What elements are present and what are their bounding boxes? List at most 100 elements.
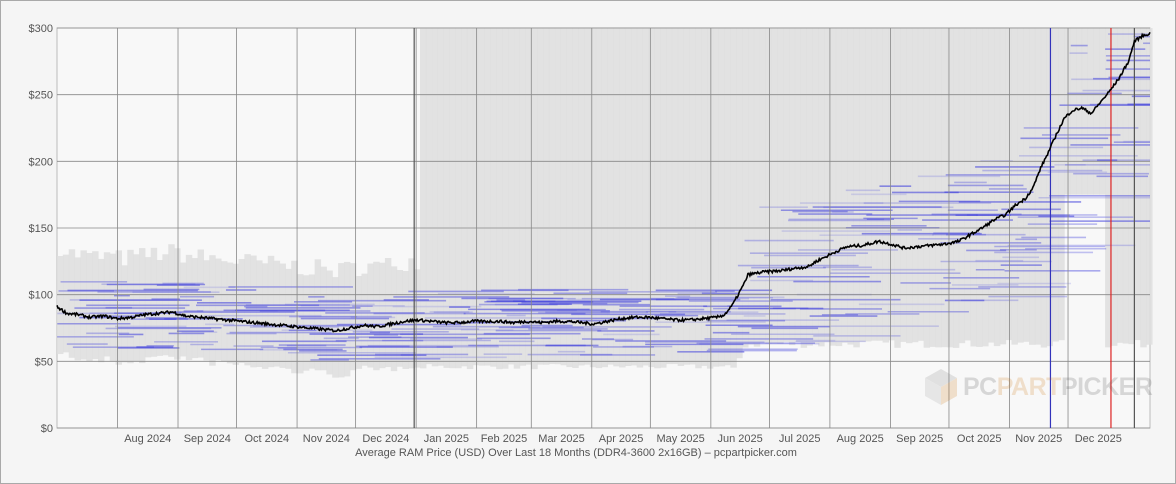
- price-range-strip: [993, 28, 1001, 347]
- price-range-strip: [402, 270, 409, 370]
- price-range-strip: [1023, 28, 1030, 342]
- price-range-strip: [1005, 28, 1013, 341]
- price-range-strip: [97, 258, 105, 363]
- price-range-strip: [859, 28, 866, 342]
- x-tick-label: Mar 2025: [538, 433, 584, 445]
- price-range-strip: [548, 28, 556, 365]
- cube-logo-icon: [925, 369, 957, 405]
- price-range-strip: [1040, 28, 1048, 348]
- x-tick-label: May 2025: [656, 433, 704, 445]
- watermark-brand: PCPARTPICKER: [963, 373, 1153, 402]
- price-range-strip: [583, 28, 591, 365]
- price-range-strip: [929, 28, 936, 347]
- y-tick-label: $50: [35, 356, 53, 368]
- price-range-strip: [525, 28, 532, 365]
- price-range-strip: [660, 28, 667, 368]
- price-range-strip: [390, 266, 398, 372]
- price-range-strip: [818, 28, 825, 347]
- price-range-strip: [947, 28, 954, 348]
- price-range-strip: [982, 28, 989, 347]
- price-range-strip: [847, 28, 854, 345]
- price-range-strip: [542, 28, 550, 365]
- price-range-strip: [935, 28, 942, 348]
- price-range-strip: [232, 263, 240, 365]
- price-range-strip: [496, 28, 503, 370]
- price-range-strip: [882, 28, 890, 343]
- price-range-strip: [788, 28, 796, 346]
- price-range-strip: [870, 28, 878, 341]
- price-range-strip: [127, 249, 134, 364]
- price-range-strip: [215, 258, 222, 361]
- price-range-strip: [771, 28, 778, 344]
- price-range-strip: [332, 277, 339, 378]
- price-range-strip: [443, 28, 450, 368]
- price-range-strip: [624, 28, 632, 367]
- price-range-strip: [74, 257, 82, 361]
- price-range-strip: [642, 28, 649, 366]
- price-range-strip: [578, 28, 585, 366]
- price-range-strip: [888, 28, 895, 341]
- price-range-strip: [1034, 28, 1042, 345]
- price-range-strip: [1017, 28, 1024, 343]
- price-range-strip: [191, 258, 199, 359]
- y-tick-label: $150: [29, 223, 53, 235]
- price-range-strip: [941, 28, 948, 348]
- price-range-strip: [706, 28, 714, 369]
- price-range-strip: [911, 28, 919, 343]
- price-range-strip: [425, 28, 433, 365]
- price-range-strip: [449, 28, 456, 369]
- brand-pc: PC: [963, 373, 997, 401]
- price-range-strip: [1134, 28, 1141, 341]
- price-range-strip: [57, 255, 64, 355]
- price-range-strip: [988, 28, 995, 343]
- y-tick-label: $250: [29, 90, 53, 102]
- price-range-strip: [665, 28, 673, 365]
- price-range-strip: [109, 253, 117, 361]
- price-range-strip: [144, 257, 152, 358]
- pcpartpicker-watermark: PCPARTPICKER: [923, 365, 1153, 409]
- price-range-strip: [1081, 28, 1089, 195]
- average-price-series: [56, 31, 1151, 333]
- price-range-strip: [297, 274, 304, 374]
- price-range-strip: [373, 261, 380, 371]
- brand-part: PART: [996, 373, 1062, 401]
- price-range-strip: [68, 249, 76, 358]
- price-range-strip: [619, 28, 626, 368]
- price-range-strip: [865, 28, 872, 342]
- x-tick-label: Feb 2025: [481, 433, 527, 445]
- price-range-strip: [964, 28, 972, 341]
- price-range-strip: [900, 28, 907, 342]
- y-tick-label: $200: [29, 156, 53, 168]
- price-range-strip: [636, 28, 644, 368]
- x-tick-label: Oct 2024: [244, 433, 289, 445]
- price-range-strip: [291, 260, 298, 374]
- x-tick-label: Apr 2025: [599, 433, 644, 445]
- x-tick-label: Dec 2025: [1075, 433, 1122, 445]
- price-range-strip: [156, 260, 163, 356]
- price-range-strip: [747, 28, 755, 345]
- price-range-strip: [724, 28, 731, 366]
- price-range-strip: [185, 254, 193, 361]
- y-axis: $0 $50 $100 $150 $200 $250 $300: [29, 23, 53, 435]
- price-range-strip: [1058, 28, 1065, 341]
- price-range-strip: [256, 260, 263, 367]
- price-range-strip: [519, 28, 527, 366]
- price-range-strip: [970, 28, 977, 347]
- price-range-strip: [806, 28, 813, 346]
- x-tick-label: Nov 2024: [303, 433, 350, 445]
- price-range-strip: [478, 28, 486, 366]
- price-range-strip: [209, 255, 216, 366]
- price-range-strip: [308, 274, 316, 369]
- price-range-strip: [1052, 28, 1059, 342]
- price-range-strip: [174, 248, 181, 360]
- price-range-strip: [86, 253, 93, 362]
- price-range-strip: [718, 28, 726, 367]
- x-tick-label: Nov 2025: [1015, 433, 1062, 445]
- price-range-strip: [829, 28, 837, 346]
- price-range-strip: [396, 269, 404, 367]
- price-range-strip: [613, 28, 620, 367]
- price-range-strip: [894, 28, 901, 348]
- x-tick-label: Jul 2025: [779, 433, 821, 445]
- price-range-strip: [683, 28, 690, 365]
